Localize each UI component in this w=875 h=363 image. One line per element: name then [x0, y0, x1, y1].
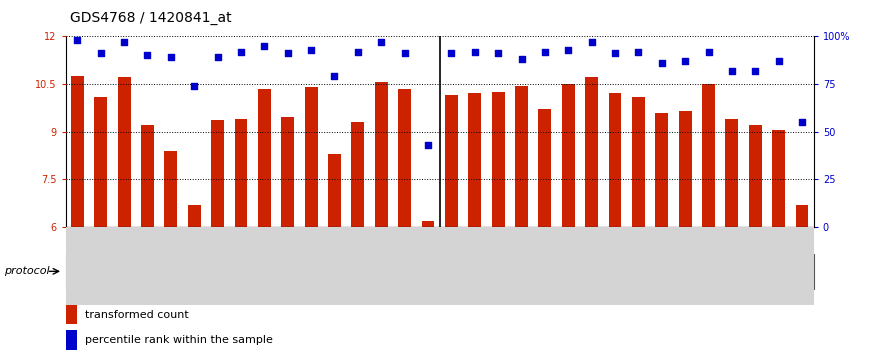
Point [141, 52, 155, 58]
Point [187, 83, 201, 89]
Point [702, 49, 716, 54]
Text: sham irradiated: sham irradiated [208, 266, 297, 276]
Point [117, 39, 131, 45]
Point [211, 54, 225, 60]
Point [748, 68, 762, 74]
Point [468, 49, 482, 54]
Point [491, 50, 505, 56]
Point [514, 56, 528, 62]
Bar [281, 117, 294, 227]
Bar [422, 220, 434, 227]
Point [327, 73, 341, 79]
Text: transformed count: transformed count [86, 310, 189, 319]
Bar [725, 119, 738, 227]
Point [724, 68, 738, 74]
Bar [562, 84, 575, 227]
Point [632, 49, 646, 54]
Bar [538, 109, 551, 227]
Bar [117, 77, 130, 227]
Bar [445, 95, 458, 227]
Point [795, 119, 809, 125]
Bar [655, 113, 668, 227]
Point [374, 39, 388, 45]
Bar [749, 125, 762, 227]
Point [397, 50, 411, 56]
Point [94, 50, 108, 56]
Bar [66, 330, 78, 350]
Bar [94, 97, 107, 227]
Point [70, 37, 84, 43]
Point [164, 54, 178, 60]
Bar [773, 130, 785, 227]
Point [304, 47, 318, 53]
Bar [211, 121, 224, 227]
Bar [679, 111, 691, 227]
Bar [515, 86, 528, 227]
Bar [71, 76, 84, 227]
Bar [188, 205, 200, 227]
Point [444, 50, 458, 56]
Bar [795, 205, 808, 227]
Point [772, 58, 786, 64]
Point [257, 43, 271, 49]
Point [351, 49, 365, 54]
Bar [702, 84, 715, 227]
Text: irradiated: irradiated [599, 266, 654, 276]
Bar [66, 305, 78, 324]
Bar [164, 151, 178, 227]
Point [678, 58, 692, 64]
Bar [234, 119, 248, 227]
Bar [352, 122, 364, 227]
Bar [398, 89, 411, 227]
Point [421, 142, 435, 148]
Bar [141, 125, 154, 227]
Point [654, 60, 668, 66]
Text: percentile rank within the sample: percentile rank within the sample [86, 335, 273, 345]
Bar [609, 94, 621, 227]
Bar [328, 154, 341, 227]
Bar [468, 94, 481, 227]
Text: GDS4768 / 1420841_at: GDS4768 / 1420841_at [70, 11, 232, 25]
Point [561, 47, 575, 53]
Bar [440, 254, 814, 289]
Bar [304, 87, 318, 227]
Point [584, 39, 598, 45]
Bar [66, 254, 440, 289]
Point [538, 49, 552, 54]
Text: protocol: protocol [4, 266, 50, 276]
Bar [258, 89, 270, 227]
Point [234, 49, 248, 54]
Point [608, 50, 622, 56]
Bar [585, 77, 598, 227]
Bar [374, 82, 388, 227]
Bar [492, 92, 505, 227]
Bar [632, 97, 645, 227]
Point [281, 50, 295, 56]
